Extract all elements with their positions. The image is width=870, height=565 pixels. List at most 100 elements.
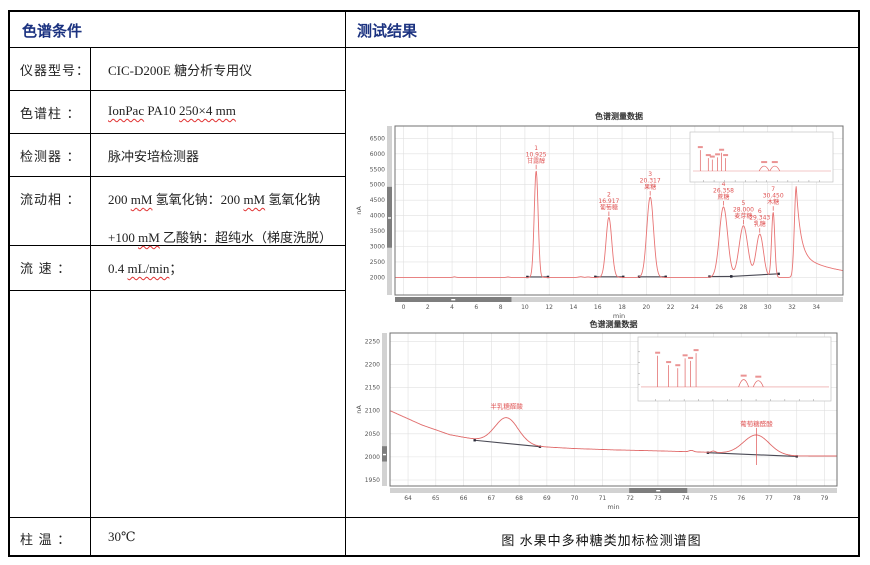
svg-text:葡萄糖醛酸: 葡萄糖醛酸 (740, 419, 773, 428)
conditions-results-table: 色谱条件 测试结果 仪器型号： CIC-D200E 糖分析专用仪 色谱柱 ： I… (8, 10, 860, 557)
svg-text:76: 76 (737, 495, 745, 502)
chromatogram-top: 0 2 4 6 8 10 12 14 16 18 20 22 24 26 28 30 32 34200025003… (355, 111, 844, 320)
svg-text:3: 3 (648, 171, 652, 178)
svg-text:71: 71 (599, 495, 607, 502)
header-row-line (10, 47, 858, 48)
grid (395, 126, 843, 295)
svg-text:70: 70 (571, 495, 579, 502)
svg-text:28: 28 (740, 304, 748, 311)
row-value-mobile-phase-line2: +100 mM 乙酸钠：超纯水（梯度洗脱） (108, 230, 333, 245)
svg-text:1: 1 (534, 145, 538, 152)
svg-text:66: 66 (460, 495, 468, 502)
svg-text:min: min (607, 503, 619, 511)
row-label-flow-rate: 流 速 ： (20, 261, 72, 276)
svg-text:色谱测量数据: 色谱测量数据 (595, 111, 643, 121)
svg-text:69: 69 (543, 495, 551, 502)
svg-text:29.343: 29.343 (749, 215, 770, 222)
svg-text:nA: nA (355, 405, 363, 414)
svg-text:10.925: 10.925 (526, 151, 547, 158)
svg-text:10: 10 (521, 304, 529, 311)
svg-text:20.317: 20.317 (640, 178, 661, 185)
svg-text:20: 20 (642, 304, 650, 311)
integration-baselines (473, 439, 798, 458)
chart-title: 色谱测量数据 (590, 319, 638, 329)
scrollbars (387, 126, 843, 302)
svg-text:78: 78 (793, 495, 801, 502)
svg-text:34: 34 (812, 304, 820, 311)
svg-text:2100: 2100 (365, 408, 380, 415)
footer-row-line (10, 517, 858, 518)
row-label-detector: 检测器 ： (20, 149, 81, 164)
svg-text:12: 12 (545, 304, 553, 311)
svg-text:0: 0 (402, 304, 406, 311)
svg-text:2: 2 (607, 191, 611, 198)
svg-text:14: 14 (570, 304, 578, 311)
svg-text:64: 64 (404, 495, 412, 502)
svg-text:3500: 3500 (370, 228, 385, 235)
svg-text:16: 16 (594, 304, 602, 311)
row-label-mobile-phase: 流动相 ： (20, 192, 81, 207)
svg-text:6: 6 (474, 304, 478, 311)
svg-text:8: 8 (499, 304, 503, 311)
svg-text:蔗糖: 蔗糖 (718, 193, 730, 201)
svg-text:乳糖: 乳糖 (754, 220, 766, 228)
svg-text:30: 30 (764, 304, 772, 311)
row-value-instrument: CIC-D200E 糖分析专用仪 (108, 63, 253, 78)
row-value-column: IonPac PA10 250×4 mm (108, 103, 236, 118)
svg-text:18: 18 (618, 304, 626, 311)
column-divider (345, 12, 346, 555)
row-value-detector: 脉冲安培检测器 (108, 149, 200, 164)
inset-chart (689, 131, 834, 183)
row-value-flow-rate: 0.4 mL/min； (108, 261, 183, 276)
svg-text:1950: 1950 (365, 477, 380, 484)
svg-text:3000: 3000 (370, 243, 385, 250)
svg-text:74: 74 (682, 495, 690, 502)
svg-text:4: 4 (722, 181, 726, 188)
svg-text:2000: 2000 (365, 454, 380, 461)
svg-text:72: 72 (626, 495, 634, 502)
row-value-mobile-phase-line1: 200 mM 氢氧化钠：200 mM 氢氧化钠 (108, 192, 321, 207)
svg-text:5000: 5000 (370, 182, 385, 189)
svg-text:67: 67 (488, 495, 496, 502)
svg-text:6000: 6000 (370, 151, 385, 158)
svg-text:甘露醇: 甘露醇 (527, 157, 545, 165)
svg-text:2200: 2200 (365, 361, 380, 368)
svg-text:32: 32 (788, 304, 796, 311)
chromatogram-bottom: 64 65 66 67 68 69 70 71 72 73 74 75 76 77 78 79 1950 2000… (355, 319, 838, 511)
svg-text:68: 68 (515, 495, 523, 502)
svg-text:木糖: 木糖 (767, 198, 779, 206)
svg-text:2150: 2150 (365, 385, 380, 392)
row-line-3 (10, 176, 345, 177)
svg-text:5500: 5500 (370, 166, 385, 173)
svg-text:2250: 2250 (365, 338, 380, 345)
scrollbars (382, 333, 837, 493)
svg-text:2050: 2050 (365, 431, 380, 438)
right-header: 测试结果 (357, 23, 418, 40)
svg-text:nA: nA (355, 206, 363, 215)
row-label-column: 色谱柱 ： (20, 106, 81, 121)
svg-text:26.358: 26.358 (713, 187, 734, 194)
svg-text:7: 7 (771, 186, 775, 193)
row-line-1 (10, 90, 345, 91)
figure-caption: 图 水果中多种糖类加标检测谱图 (501, 533, 702, 548)
inset-chart (637, 336, 832, 402)
svg-text:麦芽糖: 麦芽糖 (734, 212, 752, 220)
row-line-4 (10, 245, 345, 246)
svg-text:4000: 4000 (370, 213, 385, 220)
row-label-column-temp: 柱 温 ： (20, 532, 72, 547)
row-line-5 (10, 290, 345, 291)
svg-text:28.000: 28.000 (733, 206, 754, 213)
svg-text:4: 4 (450, 304, 454, 311)
svg-text:5: 5 (742, 200, 746, 207)
svg-text:2: 2 (426, 304, 430, 311)
trace (395, 170, 843, 278)
svg-text:79: 79 (821, 495, 829, 502)
chart-title: 色谱测量数据 (595, 111, 643, 121)
trace (389, 410, 837, 457)
results-cell: 0 2 4 6 8 10 12 14 16 18 20 22 24 26 28 30 32 34 2000 2500 3… (345, 47, 858, 517)
svg-text:26: 26 (715, 304, 723, 311)
svg-text:65: 65 (432, 495, 440, 502)
row-value-column-temp: 30℃ (108, 529, 136, 544)
